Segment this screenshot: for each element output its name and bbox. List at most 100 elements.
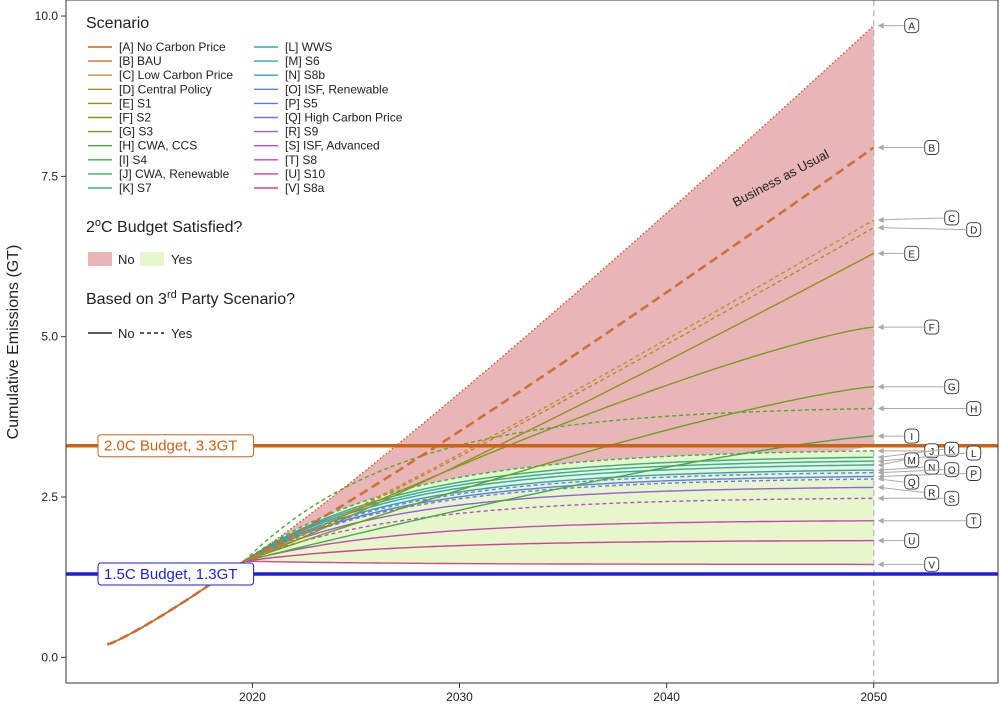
callout-arrow-S [877,495,884,502]
budget-label-0: 2.0C Budget, 3.3GT [104,438,237,455]
series-line-J [107,450,874,646]
callout-arrow-D [877,224,884,231]
callout-arrow-V [877,561,884,568]
legend-label-G: [G] S3 [119,125,153,139]
callout-box-E [904,245,920,261]
callout-arrow-G [877,383,884,390]
x-tick-label-2040: 2040 [653,690,680,704]
x-tick-label-2030: 2030 [446,690,473,704]
callout-box-B [924,140,940,155]
legend-label-E: [E] S1 [119,96,152,110]
callout-line-N [879,466,924,471]
callout-box-C [944,210,960,226]
legend-label-C: [C] Low Carbon Price [119,68,233,82]
legend-label-M: [M] S6 [285,54,320,68]
legend-label-B: [B] BAU [119,54,162,68]
callout-label-T: T [971,517,977,528]
budget-label-box-1 [97,562,255,586]
callout-box-H [966,401,982,416]
callout-arrow-H [877,405,884,412]
callout-line-P [879,472,966,477]
callout-label-V: V [928,560,935,571]
legend-label-T: [T] S8 [285,153,317,167]
callout-box-I [904,428,920,444]
legend-scenario-items: [A] No Carbon Price[B] BAU[C] Low Carbon… [88,40,403,195]
legend-scenario-title: Scenario [86,15,149,32]
axes: 2020 2030 2040 2050 0.0 2.5 5.0 7.5 10.0 [35,9,888,704]
x-tick-label-2020: 2020 [239,690,266,704]
callout-box-T [966,513,982,529]
callout-label-N: N [928,463,935,474]
callout-box-S [944,490,960,506]
legend-label-R: [R] S9 [285,125,319,139]
callout-label-R: R [928,488,935,499]
callout-label-B: B [928,144,935,155]
legend-budget-no-swatch [88,252,112,266]
callout-arrow-M [877,461,884,468]
callout-line-D [879,227,966,231]
callout-box-M [904,452,920,468]
callout-label-J: J [929,447,934,458]
budget-lines: 2.0C Budget, 3.3GT 1.5C Budget, 1.3GT [66,434,998,586]
callout-box-Q [904,474,920,490]
y-axis-label: Cumulative Emissions (GT) [5,245,22,440]
legend-label-J: [J] CWA, Renewable [119,167,230,181]
legend-budget-no-label: No [118,252,135,267]
callout-arrow-T [877,517,884,524]
callout-box-L [966,445,982,461]
legend-party-no-label: No [118,326,135,341]
callout-arrow-J [877,447,884,454]
callout-label-K: K [948,445,955,456]
callout-box-K [944,441,960,457]
callout-label-I: I [910,432,913,443]
legend-label-L: [L] WWS [285,40,332,54]
end-labels: A B C D E F G H I J K L M N O P Q R S T U V [877,18,982,572]
callout-line-O [879,469,944,474]
callout-arrow-O [877,469,884,476]
legend-label-N: [N] S8b [285,68,325,82]
callout-label-Q: Q [908,478,916,489]
series-line-C [107,219,875,646]
legend-party-yes-label: Yes [171,326,193,341]
legend-label-Q: [Q] High Carbon Price [285,111,403,125]
callout-line-R [879,486,924,493]
callout-box-F [924,319,940,335]
callout-label-H: H [970,405,977,416]
callout-label-A: A [908,22,915,33]
callout-label-G: G [948,383,956,394]
callout-label-P: P [970,469,977,480]
callout-arrow-Q [877,476,884,483]
callout-box-O [944,462,960,478]
budget-label-box-0 [97,434,255,458]
callout-line-L [879,452,966,462]
callout-arrow-C [877,216,884,223]
callout-label-M: M [908,456,916,467]
budget-label-1: 1.5C Budget, 1.3GT [104,566,237,583]
callout-label-S: S [948,494,955,505]
legend-label-V: [V] S8a [285,181,325,195]
callout-box-U [904,533,920,549]
callout-label-E: E [908,249,915,260]
y-tick-label-0: 0.0 [41,650,58,664]
legend-label-D: [D] Central Policy [119,82,212,96]
legend-label-H: [H] CWA, CCS [119,139,197,153]
legend-label-S: [S] ISF, Advanced [285,139,380,153]
series-line-Q [107,478,874,646]
legend-label-O: [O] ISF, Renewable [285,82,389,96]
y-tick-label-3: 7.5 [41,169,58,183]
callout-label-F: F [929,323,935,334]
y-tick-label-4: 10.0 [35,9,59,23]
callout-line-C [879,217,944,221]
callout-box-G [944,379,960,395]
callout-box-A [904,18,920,34]
legend-budget-title: 2oC Budget Satisfied? [86,217,243,236]
legend-budget-yes-swatch [140,252,164,266]
callout-label-D: D [970,226,977,237]
legend-label-I: [I] S4 [119,153,147,167]
y-tick-label-2: 5.0 [41,330,58,344]
y-tick-label-1: 2.5 [41,490,58,504]
legend: Scenario [A] No Carbon Price[B] BAU[C] L… [86,15,403,341]
area-not-satisfied [244,25,874,562]
callout-arrow-U [877,537,884,544]
